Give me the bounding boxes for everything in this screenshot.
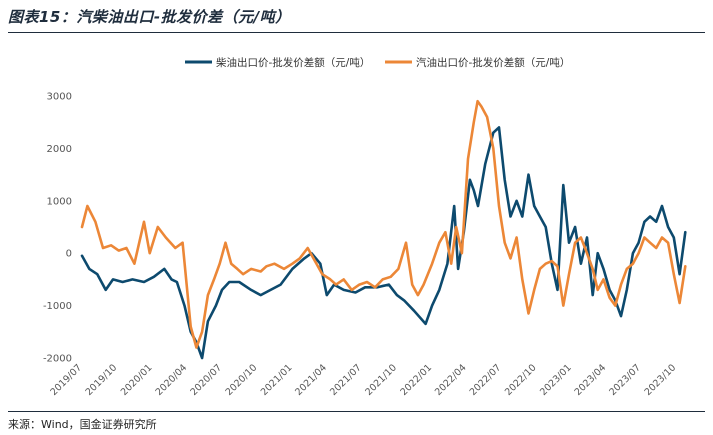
x-tick-label: 2021/10 [363,362,399,398]
x-axis: 2019/07 2019/10 2020/01 2020/04 2020/07 2020/… [48,362,678,398]
plot-area [80,99,687,360]
chart-legend: 柴油出口价-批发价差额（元/吨） 汽油出口价-批发价差额（元/吨） [185,56,570,69]
x-tick-label: 2020/10 [224,362,260,398]
y-tick-label: 2000 [47,144,72,155]
figure-title: 图表15：汽柴油出口-批发价差（元/吨） [8,8,291,26]
y-tick-label: 1000 [47,196,72,207]
x-tick-label: 2022/04 [433,362,469,398]
y-axis: -2000 -1000 0 1000 2000 3000 [43,92,72,365]
y-tick-label: 3000 [47,92,72,103]
x-tick-label: 2023/10 [643,362,679,398]
y-tick-label: -2000 [43,354,72,365]
x-tick-label: 2020/04 [154,362,190,398]
source-rule [8,411,705,412]
series-line-gasoline [80,99,687,349]
legend-label-diesel: 柴油出口价-批发价差额（元/吨） [216,56,370,69]
title-rule [8,32,705,33]
x-tick-label: 2023/07 [607,362,643,398]
x-tick-label: 2019/10 [84,362,120,398]
x-tick-label: 2022/10 [503,362,539,398]
x-tick-label: 2020/07 [188,362,224,398]
x-tick-label: 2021/01 [259,362,295,398]
x-tick-label: 2021/07 [328,362,364,398]
x-tick-label: 2019/07 [48,362,84,398]
legend-label-gasoline: 汽油出口价-批发价差额（元/吨） [416,56,570,69]
y-tick-label: -1000 [43,301,72,312]
x-tick-label: 2020/01 [119,362,155,398]
x-tick-label: 2023/04 [573,362,609,398]
x-tick-label: 2023/01 [538,362,574,398]
x-tick-label: 2022/07 [468,362,504,398]
source-note: 来源：Wind，国金证券研究所 [8,418,157,431]
x-tick-label: 2021/04 [293,362,329,398]
line-chart: 柴油出口价-批发价差额（元/吨） 汽油出口价-批发价差额（元/吨） -2000-… [43,56,687,398]
x-tick-label: 2022/01 [398,362,434,398]
series-line-diesel [80,126,687,360]
y-tick-label: 0 [66,249,72,260]
